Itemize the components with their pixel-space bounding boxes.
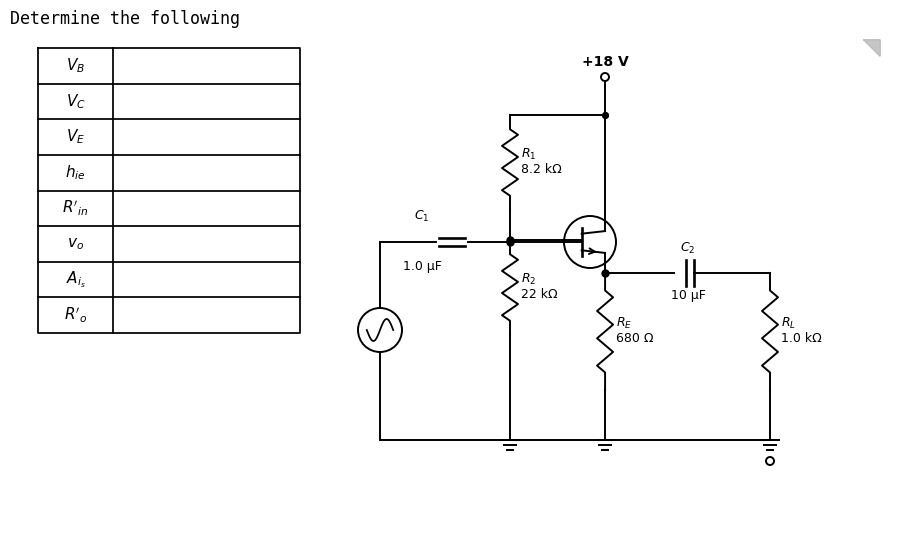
Text: +18 V: +18 V [581, 55, 629, 69]
Text: 10 μF: 10 μF [671, 289, 705, 302]
Text: $V_C$: $V_C$ [66, 92, 86, 111]
Text: $R_1$: $R_1$ [521, 147, 536, 162]
Text: $R_E$: $R_E$ [616, 316, 632, 331]
Text: Determine the following: Determine the following [10, 10, 240, 28]
Text: $R_L$: $R_L$ [781, 316, 796, 331]
Text: $v_o$: $v_o$ [67, 236, 84, 252]
Text: $V_E$: $V_E$ [66, 128, 85, 147]
Text: $R_2$: $R_2$ [521, 272, 536, 287]
Text: $C_2$: $C_2$ [681, 241, 695, 256]
Text: 1.0 kΩ: 1.0 kΩ [781, 332, 822, 345]
Polygon shape [864, 40, 880, 56]
Text: $R'_o$: $R'_o$ [64, 306, 87, 325]
Text: $R'_{in}$: $R'_{in}$ [63, 199, 88, 218]
Text: $A_{i_s}$: $A_{i_s}$ [66, 269, 86, 290]
Text: $V_B$: $V_B$ [66, 57, 85, 75]
Text: $h_{ie}$: $h_{ie}$ [66, 164, 86, 182]
Text: 8.2 kΩ: 8.2 kΩ [521, 163, 561, 176]
Text: $C_1$: $C_1$ [414, 209, 430, 224]
Text: 22 kΩ: 22 kΩ [521, 288, 558, 301]
Text: 680 Ω: 680 Ω [616, 332, 653, 345]
Text: 1.0 μF: 1.0 μF [402, 260, 441, 273]
